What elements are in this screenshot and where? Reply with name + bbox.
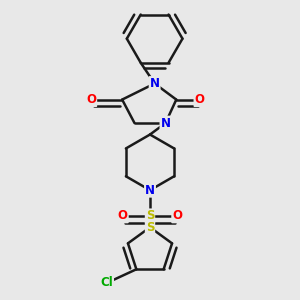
Text: N: N — [160, 117, 170, 130]
Text: Cl: Cl — [100, 277, 113, 290]
Text: O: O — [86, 93, 96, 106]
Text: S: S — [146, 221, 154, 234]
Text: S: S — [146, 209, 154, 222]
Text: O: O — [194, 93, 205, 106]
Text: N: N — [145, 184, 155, 197]
Text: O: O — [172, 209, 182, 222]
Text: N: N — [150, 77, 160, 90]
Text: O: O — [118, 209, 128, 222]
